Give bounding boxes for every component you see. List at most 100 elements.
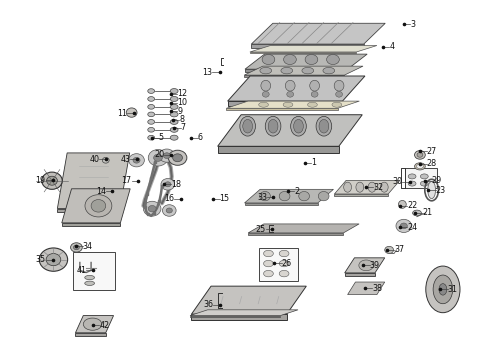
Ellipse shape [159,149,174,162]
Ellipse shape [148,96,155,101]
Ellipse shape [102,157,109,163]
Polygon shape [75,316,114,333]
FancyBboxPatch shape [73,252,115,291]
Polygon shape [245,66,363,75]
Ellipse shape [148,135,155,140]
Ellipse shape [264,260,273,267]
Ellipse shape [299,192,310,201]
Ellipse shape [318,192,329,201]
Ellipse shape [426,266,460,313]
Ellipse shape [400,223,407,229]
Polygon shape [250,52,356,53]
Ellipse shape [396,219,412,233]
Ellipse shape [154,154,162,161]
Ellipse shape [170,135,178,140]
Ellipse shape [46,253,61,266]
Text: 38: 38 [372,284,382,293]
Polygon shape [248,224,359,233]
Ellipse shape [415,163,425,170]
Ellipse shape [285,80,295,91]
Ellipse shape [368,182,376,192]
Ellipse shape [126,108,137,117]
Ellipse shape [170,89,178,94]
Polygon shape [344,258,385,273]
Polygon shape [226,108,338,110]
Ellipse shape [144,201,161,216]
Text: 17: 17 [122,176,132,185]
Ellipse shape [334,80,344,91]
Ellipse shape [262,54,275,64]
Ellipse shape [74,245,79,250]
Ellipse shape [172,154,182,162]
Text: 1: 1 [311,158,316,167]
Ellipse shape [260,67,271,74]
Ellipse shape [284,54,296,64]
Ellipse shape [420,181,428,186]
Ellipse shape [398,201,406,208]
Ellipse shape [170,127,178,132]
Polygon shape [57,153,130,208]
Text: 37: 37 [394,246,404,255]
Polygon shape [218,115,362,146]
Ellipse shape [408,181,416,186]
Ellipse shape [262,91,269,97]
Ellipse shape [148,149,168,166]
Polygon shape [190,310,298,316]
FancyBboxPatch shape [405,168,437,188]
Polygon shape [226,101,359,108]
Text: 18: 18 [171,180,181,189]
Polygon shape [251,44,364,48]
Text: 22: 22 [407,201,417,210]
Text: 30: 30 [392,177,402,186]
Ellipse shape [264,270,273,277]
Text: 27: 27 [427,147,437,156]
Text: 11: 11 [117,109,127,118]
Polygon shape [334,194,388,196]
Ellipse shape [148,127,155,132]
Polygon shape [228,76,365,101]
Ellipse shape [165,182,171,187]
Ellipse shape [415,150,425,159]
Text: 28: 28 [427,159,437,168]
Ellipse shape [71,243,82,252]
Polygon shape [192,314,287,320]
Ellipse shape [413,210,421,216]
Text: 32: 32 [373,183,383,192]
Ellipse shape [279,250,289,257]
Text: 16: 16 [164,194,174,203]
Ellipse shape [148,112,155,117]
Ellipse shape [259,102,269,107]
Ellipse shape [417,153,423,157]
Ellipse shape [294,120,303,133]
Text: 29: 29 [432,176,442,185]
Ellipse shape [163,153,171,158]
Ellipse shape [385,246,393,253]
Ellipse shape [428,181,436,199]
Ellipse shape [279,260,289,267]
Text: 36: 36 [203,300,213,309]
Polygon shape [334,180,400,194]
Ellipse shape [264,250,273,257]
Polygon shape [248,233,343,235]
Ellipse shape [356,182,364,192]
Text: 26: 26 [282,259,292,268]
Ellipse shape [260,192,270,201]
FancyBboxPatch shape [259,248,298,281]
Polygon shape [245,75,344,77]
Ellipse shape [148,89,155,93]
Polygon shape [190,316,280,318]
Ellipse shape [162,205,176,216]
Polygon shape [57,208,120,212]
Ellipse shape [323,67,335,74]
Ellipse shape [359,260,373,271]
Ellipse shape [39,248,68,271]
Polygon shape [218,146,339,153]
Ellipse shape [148,104,155,109]
Text: 23: 23 [436,185,446,194]
Ellipse shape [416,164,423,168]
Text: 4: 4 [389,42,394,51]
Polygon shape [245,203,318,205]
Ellipse shape [91,199,106,212]
Text: 20: 20 [154,150,164,159]
Polygon shape [62,223,121,226]
